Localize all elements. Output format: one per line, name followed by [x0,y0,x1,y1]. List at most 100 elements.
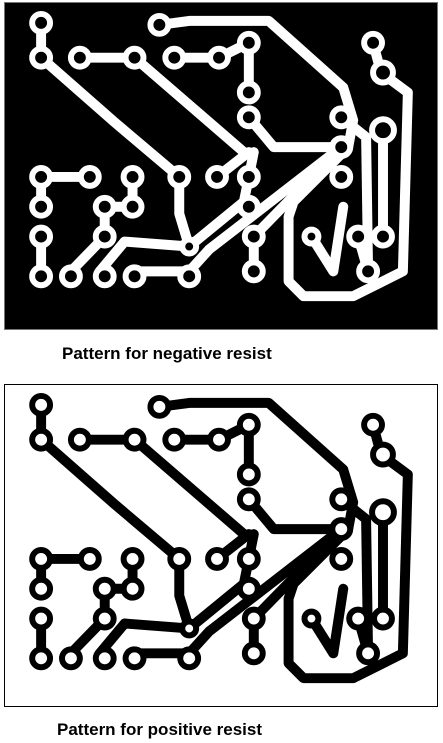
pcb-trace [74,434,249,540]
pcb-pad [122,264,147,289]
pcb-pad [241,606,266,631]
pcb-pad [120,546,145,571]
pcb-pad [122,646,147,671]
pcb-pad [236,165,261,189]
pcb-pad [92,576,117,601]
pcb-pad [369,498,397,527]
pcb-pad [207,45,231,70]
pcb-pad [29,427,54,452]
pcb-trace [169,37,254,98]
pcb-pad [29,546,54,571]
pcb-pad [122,427,147,452]
pcb-pad [147,12,172,37]
pcb-pad [369,116,397,145]
pcb-trace [154,397,413,684]
pcb-trace [306,201,349,277]
pcb-pad [29,224,54,249]
pcb-pad [346,224,371,249]
pcb-pad [236,487,261,512]
pcb-pad [329,546,354,571]
pcb-pad [346,606,371,631]
pcb-trace [94,618,195,659]
pcb-pad [177,646,202,671]
positive-pcb-artwork [29,392,413,684]
pcb-pad [92,224,117,249]
pcb-pad [371,224,395,249]
pcb-pad [29,646,54,671]
pcb-pad [207,427,231,452]
pcb-trace [336,112,374,277]
pcb-pad [241,259,266,284]
pcb-pad [29,10,54,35]
pcb-pad [92,606,117,631]
negative-pcb-artwork [29,10,413,302]
caption-negative-resist: Pattern for negative resist [62,344,272,363]
pcb-pad [301,608,322,629]
pcb-pad [29,576,54,601]
pcb-pad [361,30,385,55]
pcb-trace [154,15,413,302]
pcb-pad [58,264,83,289]
pcb-pad [29,392,54,417]
pcb-trace [124,524,347,659]
pcb-trace [124,142,347,277]
pcb-pad [92,264,117,289]
pcb-pad [356,641,381,666]
pcb-pad [236,412,261,437]
pcb-pad [167,546,192,571]
pcb-pad [177,264,202,289]
pcb-pad [92,194,117,219]
pcb-trace [243,112,347,277]
pcb-pad [236,80,261,105]
pcb-pad [29,165,54,189]
pcb-pad [370,441,396,468]
pcb-pad [67,45,92,70]
pcb-pad [167,165,192,189]
pcb-pad [241,641,266,666]
pcb-trace [36,399,259,634]
pcb-pad [236,576,261,601]
pcb-pad [301,226,322,247]
pcb-trace [243,494,347,659]
pcb-pad [236,546,261,571]
pcb-trace [74,52,249,158]
pcb-pad [59,646,83,671]
pcb-pad [120,194,145,219]
pcb-pad [370,59,396,86]
pcb-trace [336,494,374,659]
pcb-pad [205,546,229,571]
pcb-pad [371,606,395,631]
pcb-pad [236,105,261,130]
pcb-pad [29,606,54,631]
pcb-pad [122,45,147,70]
pcb-pad [329,517,354,542]
pcb-pad [361,412,385,437]
pcb-pad [329,487,354,512]
caption-positive-resist: Pattern for positive resist [57,720,263,739]
pcb-pad [179,618,200,639]
pcb-pad [120,165,145,189]
pcb-trace [306,583,349,659]
pcb-pad [236,462,261,487]
pcb-pad [356,259,381,284]
pcb-pad [77,165,102,189]
pcb-pad [179,236,200,257]
pcb-pad [329,165,354,189]
pcb-pad [241,224,266,249]
pcb-pad [77,546,102,571]
positive-resist-pattern [4,384,438,707]
pcb-pad [162,427,187,452]
pcb-pad [329,105,354,130]
pcb-trace [36,17,259,252]
pcb-trace [94,236,195,277]
pcb-pad [329,135,354,160]
pcb-pad [29,45,54,70]
pcb-pad [162,45,187,70]
pcb-pad [205,165,229,189]
pcb-pad [236,194,261,219]
pcb-pad [29,194,54,219]
pcb-pad [147,394,172,419]
pcb-trace [169,419,254,480]
pcb-pad [92,646,117,671]
pcb-pad [67,427,92,452]
